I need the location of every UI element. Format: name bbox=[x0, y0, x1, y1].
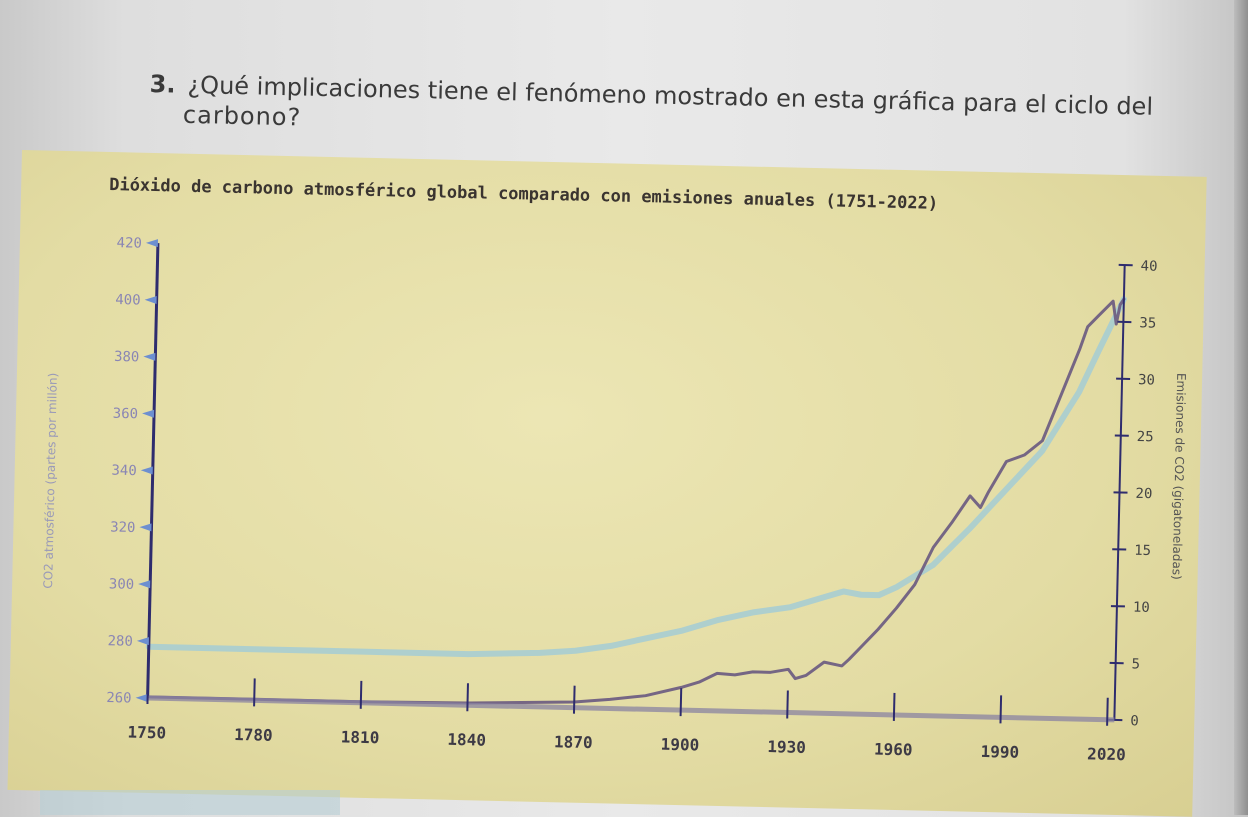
y-left-tick-mark bbox=[137, 637, 149, 645]
y-left-tick-label: 320 bbox=[110, 519, 136, 536]
y-right-tick-label: 10 bbox=[1133, 600, 1150, 616]
x-tick-label: 2020 bbox=[1087, 744, 1126, 764]
x-tick-label: 1780 bbox=[234, 725, 273, 745]
x-tick-label: 1750 bbox=[127, 723, 166, 743]
co2-concentration-line bbox=[149, 277, 1124, 669]
y-right-tick-label: 40 bbox=[1140, 258, 1157, 274]
x-tick-mark bbox=[787, 691, 788, 719]
x-tick-mark bbox=[894, 693, 895, 721]
y-axis-right-label: Emisiones de CO2 (gigatoneladas) bbox=[1170, 373, 1189, 580]
page-edge bbox=[1234, 0, 1248, 815]
y-right-tick-label: 25 bbox=[1137, 429, 1154, 445]
y-left-tick-mark bbox=[136, 694, 148, 702]
x-tick-label: 1990 bbox=[980, 742, 1019, 762]
question-text: 3.¿Qué implicaciones tiene el fenómeno m… bbox=[149, 70, 1210, 152]
y-left-tick-label: 280 bbox=[107, 633, 133, 650]
y-left-tick-label: 420 bbox=[116, 235, 142, 252]
y-left-tick-label: 300 bbox=[109, 576, 135, 593]
y-right-tick-label: 35 bbox=[1139, 315, 1156, 331]
y-left-tick-mark bbox=[142, 409, 154, 417]
x-tick-mark bbox=[361, 681, 362, 709]
x-tick-label: 1900 bbox=[660, 735, 699, 755]
bottom-strip bbox=[40, 790, 340, 815]
y-left-tick-label: 380 bbox=[114, 349, 140, 366]
y-left-tick-mark bbox=[138, 580, 150, 588]
y-right-tick-label: 15 bbox=[1134, 543, 1151, 559]
y-left-tick-mark bbox=[145, 296, 157, 304]
x-tick-mark bbox=[1000, 695, 1001, 723]
y-left-tick-mark bbox=[139, 523, 151, 531]
x-tick-label: 1810 bbox=[341, 727, 380, 747]
y-left-tick-label: 340 bbox=[111, 463, 137, 480]
x-tick-mark bbox=[574, 686, 575, 714]
x-tick-mark bbox=[147, 676, 148, 704]
y-left-tick-label: 260 bbox=[106, 690, 132, 707]
chart-title: Dióxido de carbono atmosférico global co… bbox=[109, 175, 938, 214]
y-axis-left-label: CO2 atmosférico (partes por millón) bbox=[41, 373, 60, 589]
y-right-tick-label: 30 bbox=[1138, 372, 1155, 388]
y-right-tick-label: 0 bbox=[1130, 713, 1139, 729]
co2-emissions-chart: Dióxido de carbono atmosférico global co… bbox=[7, 150, 1206, 817]
x-tick-mark bbox=[681, 688, 682, 716]
y-left-tick-label: 400 bbox=[115, 292, 141, 309]
y-left-tick-mark bbox=[146, 239, 158, 247]
y-left-tick-label: 360 bbox=[113, 406, 139, 423]
y-left-tick-mark bbox=[141, 466, 153, 474]
y-right-tick-label: 20 bbox=[1135, 486, 1152, 502]
x-tick-mark bbox=[1107, 698, 1108, 726]
x-tick-label: 1870 bbox=[554, 732, 593, 752]
y-left-tick-mark bbox=[143, 353, 155, 361]
x-axis bbox=[148, 698, 1115, 720]
x-tick-label: 1930 bbox=[767, 737, 806, 757]
y-right-tick-label: 5 bbox=[1131, 656, 1140, 672]
x-tick-label: 1840 bbox=[447, 730, 486, 750]
x-tick-label: 1960 bbox=[874, 739, 913, 759]
x-tick-mark bbox=[467, 683, 468, 711]
question-number: 3. bbox=[149, 70, 175, 99]
x-tick-mark bbox=[254, 678, 255, 706]
chart-card: Dióxido de carbono atmosférico global co… bbox=[7, 150, 1206, 817]
